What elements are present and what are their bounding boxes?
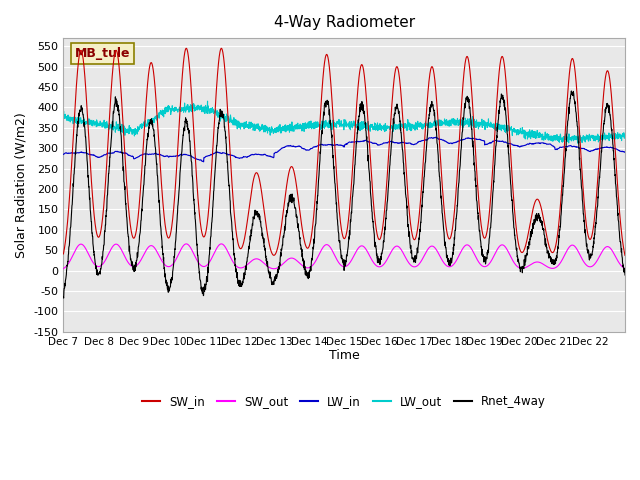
X-axis label: Time: Time xyxy=(329,349,360,362)
Title: 4-Way Radiometer: 4-Way Radiometer xyxy=(274,15,415,30)
Y-axis label: Solar Radiation (W/m2): Solar Radiation (W/m2) xyxy=(15,112,28,258)
Text: MB_tule: MB_tule xyxy=(75,47,130,60)
Legend: SW_in, SW_out, LW_in, LW_out, Rnet_4way: SW_in, SW_out, LW_in, LW_out, Rnet_4way xyxy=(138,390,551,413)
